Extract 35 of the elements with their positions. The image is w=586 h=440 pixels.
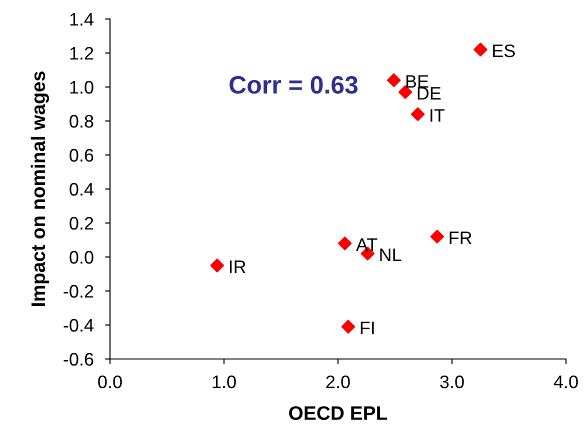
annotation: ES <box>493 44 515 58</box>
y-tick-label: 0.8 <box>70 114 94 128</box>
y-axis-title: Impact on nominal wages <box>30 71 50 306</box>
annotation: AT <box>356 238 378 251</box>
annotation: FR <box>450 232 472 244</box>
annotation: IT <box>430 109 445 122</box>
y-tick-label: 0.0 <box>70 250 94 264</box>
y-tick-label: 1.0 <box>70 80 94 94</box>
x-tick-label: 1.0 <box>212 375 236 388</box>
x-tick-label: 3.0 <box>440 375 464 388</box>
annotation: IR <box>230 260 246 273</box>
point <box>341 320 356 334</box>
point <box>430 230 444 244</box>
y-tick-label: -0.4 <box>64 318 94 332</box>
x-tick-label: 0.0 <box>98 375 122 388</box>
y-tick-label: 0.4 <box>70 182 94 196</box>
y-tick-label: 0.6 <box>70 148 94 162</box>
y-tick-label: -0.6 <box>64 352 94 366</box>
point <box>474 42 488 57</box>
x-axis-title: OECD EPL <box>289 406 388 420</box>
point <box>338 236 352 250</box>
x-tick-label: 4.0 <box>554 375 578 388</box>
annotation: Corr = 0.63 <box>230 76 358 94</box>
annotation: BE <box>406 75 428 88</box>
point <box>210 258 224 272</box>
point <box>410 107 425 122</box>
annotation: NL <box>380 248 402 262</box>
y-tick-label: 1.2 <box>70 46 94 60</box>
annotation: FI <box>360 322 374 334</box>
x-tick-label: 2.0 <box>326 375 350 388</box>
annotation: DE <box>418 87 441 100</box>
y-tick-label: -0.2 <box>64 284 94 298</box>
y-tick-label: 1.4 <box>70 13 94 26</box>
y-tick-label: 0.2 <box>70 216 94 230</box>
point <box>386 73 401 88</box>
